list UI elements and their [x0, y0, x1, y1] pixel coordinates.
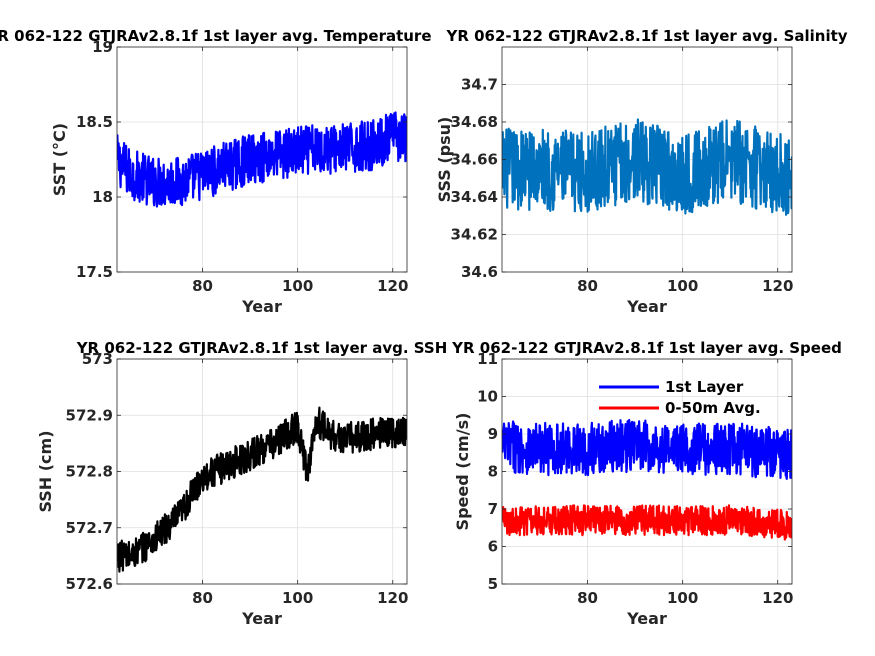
- panel-3: 80 100 120 572.6 572.7 572.8 572.9 573 Year SSH (…: [36, 339, 447, 628]
- y-tick-label: 34.62: [451, 226, 498, 244]
- x-tick-label: 120: [762, 589, 793, 607]
- y-axis-label: SSS (psu): [435, 117, 454, 203]
- y-tick-label: 34.6: [461, 263, 498, 281]
- x-tick-label: 80: [192, 589, 213, 607]
- panel-4: 80 100 120 5 6 7 8 9 10 11 Year Speed (cm/s) YR 062-…: [451, 339, 842, 628]
- y-tick-label: 7: [488, 500, 498, 518]
- y-tick-label: 34.68: [451, 113, 498, 131]
- x-tick-label: 100: [282, 277, 313, 295]
- x-tick-label: 120: [377, 589, 408, 607]
- y-tick-label: 8: [488, 463, 498, 481]
- y-tick-label: 573: [82, 350, 113, 368]
- panel-1: 80 100 120 17.5 18 18.5 19 Year SST (°C) YR 062-1…: [0, 27, 432, 316]
- series-line-1: [117, 111, 407, 208]
- chart-title: YR 062-122 GTJRAv2.8.1f 1st layer avg. T…: [0, 27, 432, 45]
- chart-title: YR 062-122 GTJRAv2.8.1f 1st layer avg. S…: [451, 339, 842, 357]
- series-line-1: [502, 118, 792, 216]
- x-tick-label: 100: [282, 589, 313, 607]
- axes-box: [116, 46, 408, 273]
- y-tick-label: 18.5: [76, 113, 113, 131]
- series-line-2: [502, 504, 792, 541]
- y-tick-label: 10: [477, 388, 498, 406]
- x-axis-label: Year: [241, 297, 282, 316]
- y-tick-label: 572.9: [66, 406, 113, 424]
- x-tick-label: 120: [762, 277, 793, 295]
- chart-title: YR 062-122 GTJRAv2.8.1f 1st layer avg. S…: [445, 27, 847, 45]
- panel-2: 80 100 120 34.6 34.62 34.64 34.66 34.68 34.7 Year…: [435, 27, 848, 316]
- y-tick-label: 19: [92, 38, 113, 56]
- chart-title: YR 062-122 GTJRAv2.8.1f 1st layer avg. S…: [76, 339, 448, 357]
- y-tick-label: 34.64: [451, 188, 498, 206]
- y-tick-label: 34.7: [461, 76, 498, 94]
- y-tick-label: 11: [477, 350, 498, 368]
- y-tick-label: 572.6: [66, 575, 113, 593]
- y-axis-label: SST (°C): [50, 123, 69, 196]
- x-tick-label: 100: [667, 277, 698, 295]
- legend-label: 1st Layer: [665, 378, 744, 396]
- y-tick-label: 572.7: [66, 519, 113, 537]
- series-line-1: [502, 418, 792, 480]
- y-tick-label: 6: [488, 538, 498, 556]
- y-tick-label: 5: [488, 575, 498, 593]
- y-tick-label: 17.5: [76, 263, 113, 281]
- y-axis-label: Speed (cm/s): [453, 413, 472, 531]
- x-tick-label: 80: [577, 589, 598, 607]
- x-tick-label: 120: [377, 277, 408, 295]
- x-axis-label: Year: [626, 297, 667, 316]
- y-tick-label: 572.8: [66, 463, 113, 481]
- x-axis-label: Year: [241, 609, 282, 628]
- y-tick-label: 18: [92, 188, 113, 206]
- x-tick-label: 80: [192, 277, 213, 295]
- x-tick-label: 100: [667, 589, 698, 607]
- y-tick-label: 9: [488, 425, 498, 443]
- y-tick-label: 34.66: [451, 151, 498, 169]
- y-axis-label: SSH (cm): [36, 430, 55, 512]
- legend-label: 0-50m Avg.: [665, 399, 761, 417]
- x-tick-label: 80: [577, 277, 598, 295]
- x-axis-label: Year: [626, 609, 667, 628]
- legend: 1st Layer 0-50m Avg.: [599, 378, 761, 417]
- series-line-1: [117, 406, 407, 573]
